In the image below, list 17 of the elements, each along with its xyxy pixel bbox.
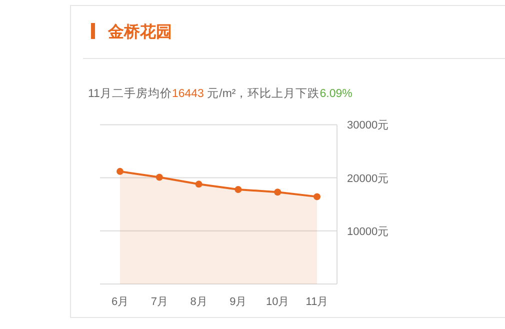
x-tick-label: 10月 [266,296,290,308]
x-tick-label: 8月 [190,296,208,308]
point [195,180,202,188]
x-tick-label: 7月 [150,296,168,308]
point [234,186,242,193]
point [274,188,282,196]
y-tick-label: 20000元 [347,172,389,185]
chart-title: 金桥花园 [107,23,172,41]
point [156,174,163,181]
point [116,168,124,175]
x-tick-label: 6月 [111,296,129,308]
y-tick-label: 10000元 [347,226,389,238]
x-tick-label: 9月 [230,296,247,308]
chart-subtitle: 11月二手房均价16443 元/m²，环比上月下跌6.09% [88,86,352,100]
point [314,193,320,200]
x-tick-label: 11月 [306,296,328,308]
y-tick-label: 30000元 [347,120,389,132]
